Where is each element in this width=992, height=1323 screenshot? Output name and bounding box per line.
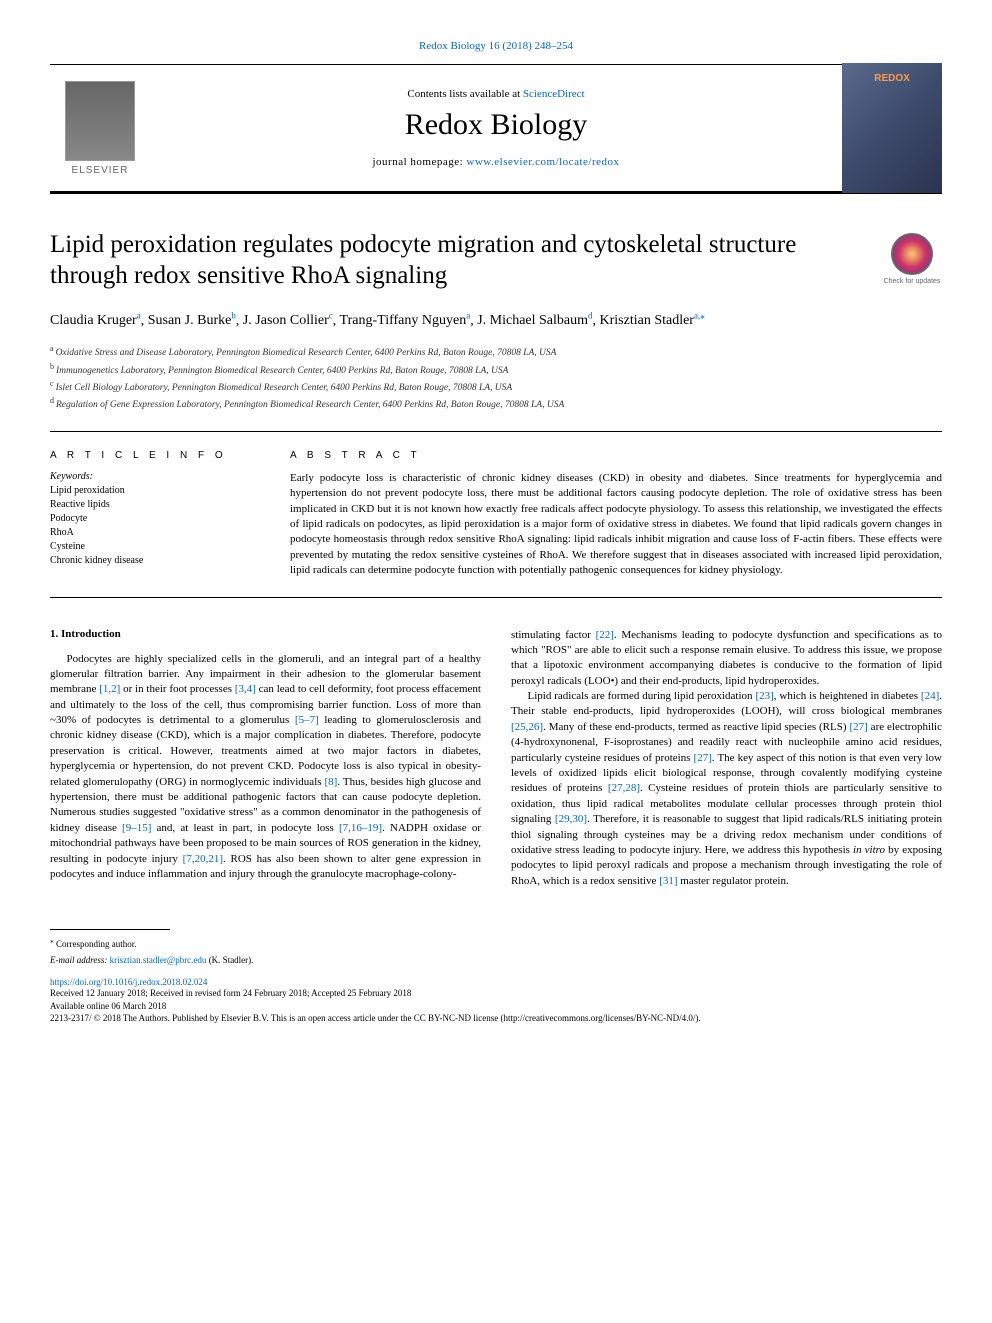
received-line: Received 12 January 2018; Received in re… xyxy=(50,987,942,1000)
affiliation: b Immunogenetics Laboratory, Pennington … xyxy=(50,361,862,378)
reference-link[interactable]: [25,26] xyxy=(511,721,543,733)
keyword: Lipid peroxidation xyxy=(50,484,250,498)
reference-link[interactable]: [3,4] xyxy=(235,683,256,695)
affiliation: d Regulation of Gene Expression Laborato… xyxy=(50,395,862,412)
elsevier-logo: ELSEVIER xyxy=(50,63,150,193)
affiliation-ref-link[interactable]: c xyxy=(329,311,333,321)
available-line: Available online 06 March 2018 xyxy=(50,1000,942,1013)
article-header: Lipid peroxidation regulates podocyte mi… xyxy=(50,229,942,413)
check-updates-badge[interactable]: Check for updates xyxy=(882,233,942,293)
authors-list: Claudia Krugera, Susan J. Burkeb, J. Jas… xyxy=(50,310,862,332)
reference-link[interactable]: [5–7] xyxy=(295,714,319,726)
column-right: stimulating factor [22]. Mechanisms lead… xyxy=(511,628,942,890)
divider xyxy=(50,431,942,432)
reference-link[interactable]: [29,30] xyxy=(555,813,587,825)
keyword: RhoA xyxy=(50,526,250,540)
cover-title: REDOX xyxy=(874,73,910,84)
abstract: A B S T R A C T Early podocyte loss is c… xyxy=(290,450,942,579)
journal-cover: REDOX xyxy=(842,63,942,193)
masthead-center: Contents lists available at ScienceDirec… xyxy=(150,88,842,168)
reference-link[interactable]: [31] xyxy=(659,875,677,887)
reference-link[interactable]: [24] xyxy=(921,690,939,702)
contents-line: Contents lists available at ScienceDirec… xyxy=(150,88,842,100)
affiliation-ref-link[interactable]: a xyxy=(137,311,141,321)
masthead: ELSEVIER Contents lists available at Sci… xyxy=(50,64,942,194)
elsevier-tree-icon xyxy=(65,81,135,161)
author: Trang-Tiffany Nguyena xyxy=(340,313,471,328)
author: Krisztian Stadlera,⁎ xyxy=(600,313,705,328)
keyword: Podocyte xyxy=(50,512,250,526)
author: Claudia Krugera xyxy=(50,313,141,328)
author: Susan J. Burkeb xyxy=(148,313,236,328)
keyword: Reactive lipids xyxy=(50,498,250,512)
elsevier-label: ELSEVIER xyxy=(72,165,129,176)
corresponding-link[interactable]: ⁎ xyxy=(700,311,705,321)
homepage-line: journal homepage: www.elsevier.com/locat… xyxy=(150,156,842,168)
author: J. Jason Collierc xyxy=(243,313,333,328)
section-heading-intro: 1. Introduction xyxy=(50,628,481,640)
keyword: Chronic kidney disease xyxy=(50,554,250,568)
reference-link[interactable]: [27,28] xyxy=(608,782,640,794)
article-info: A R T I C L E I N F O Keywords: Lipid pe… xyxy=(50,450,250,579)
check-updates-icon xyxy=(891,233,933,275)
body-paragraph: Lipid radicals are formed during lipid p… xyxy=(511,689,942,889)
corresponding-author-note: ⁎ Corresponding author. xyxy=(50,936,942,949)
abstract-text: Early podocyte loss is characteristic of… xyxy=(290,471,942,579)
body-columns: 1. Introduction Podocytes are highly spe… xyxy=(50,628,942,890)
divider xyxy=(50,597,942,598)
header-citation: Redox Biology 16 (2018) 248–254 xyxy=(50,40,942,52)
footer-divider xyxy=(50,929,170,930)
body-paragraph: stimulating factor [22]. Mechanisms lead… xyxy=(511,628,942,690)
body-paragraph: Podocytes are highly specialized cells i… xyxy=(50,652,481,883)
affiliation: a Oxidative Stress and Disease Laborator… xyxy=(50,343,862,360)
reference-link[interactable]: [23] xyxy=(755,690,773,702)
affiliation-ref-link[interactable]: b xyxy=(231,311,236,321)
reference-link[interactable]: [1,2] xyxy=(99,683,120,695)
keywords-label: Keywords: xyxy=(50,471,250,482)
reference-link[interactable]: [27] xyxy=(849,721,867,733)
author: J. Michael Salbaumd xyxy=(477,313,592,328)
keyword: Cysteine xyxy=(50,540,250,554)
affiliation-ref-link[interactable]: a xyxy=(466,311,470,321)
reference-link[interactable]: [7,20,21] xyxy=(183,853,223,865)
reference-link[interactable]: [8] xyxy=(325,776,338,788)
affiliation-ref-link[interactable]: d xyxy=(588,311,593,321)
reference-link[interactable]: [7,16–19] xyxy=(339,822,382,834)
reference-link[interactable]: [22] xyxy=(596,629,614,641)
article-info-heading: A R T I C L E I N F O xyxy=(50,450,250,461)
journal-name: Redox Biology xyxy=(150,108,842,142)
citation-link[interactable]: Redox Biology 16 (2018) 248–254 xyxy=(419,40,573,52)
reference-link[interactable]: [9–15] xyxy=(122,822,151,834)
copyright-line: 2213-2317/ © 2018 The Authors. Published… xyxy=(50,1012,942,1025)
doi-link[interactable]: https://doi.org/10.1016/j.redox.2018.02.… xyxy=(50,977,207,987)
article-title: Lipid peroxidation regulates podocyte mi… xyxy=(50,229,862,292)
sciencedirect-link[interactable]: ScienceDirect xyxy=(523,88,585,100)
email-note: E-mail address: krisztian.stadler@pbrc.e… xyxy=(50,955,942,965)
keywords-container: Lipid peroxidationReactive lipidsPodocyt… xyxy=(50,484,250,568)
check-updates-label: Check for updates xyxy=(884,278,941,285)
reference-link[interactable]: [27] xyxy=(694,752,712,764)
email-link[interactable]: krisztian.stadler@pbrc.edu xyxy=(110,955,207,965)
doi-line: https://doi.org/10.1016/j.redox.2018.02.… xyxy=(50,977,942,987)
abstract-heading: A B S T R A C T xyxy=(290,450,942,461)
homepage-link[interactable]: www.elsevier.com/locate/redox xyxy=(466,156,619,168)
affiliation: c Islet Cell Biology Laboratory, Penning… xyxy=(50,378,862,395)
affiliations-list: a Oxidative Stress and Disease Laborator… xyxy=(50,343,862,413)
column-left: 1. Introduction Podocytes are highly spe… xyxy=(50,628,481,890)
info-abstract-row: A R T I C L E I N F O Keywords: Lipid pe… xyxy=(50,450,942,579)
